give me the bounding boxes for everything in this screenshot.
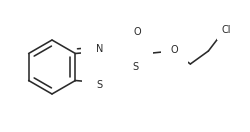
Text: S: S [132, 62, 138, 72]
Text: N: N [96, 44, 103, 55]
Text: O: O [170, 45, 178, 55]
Text: S: S [96, 79, 102, 89]
Text: O: O [134, 27, 141, 37]
Text: Cl: Cl [222, 25, 231, 35]
